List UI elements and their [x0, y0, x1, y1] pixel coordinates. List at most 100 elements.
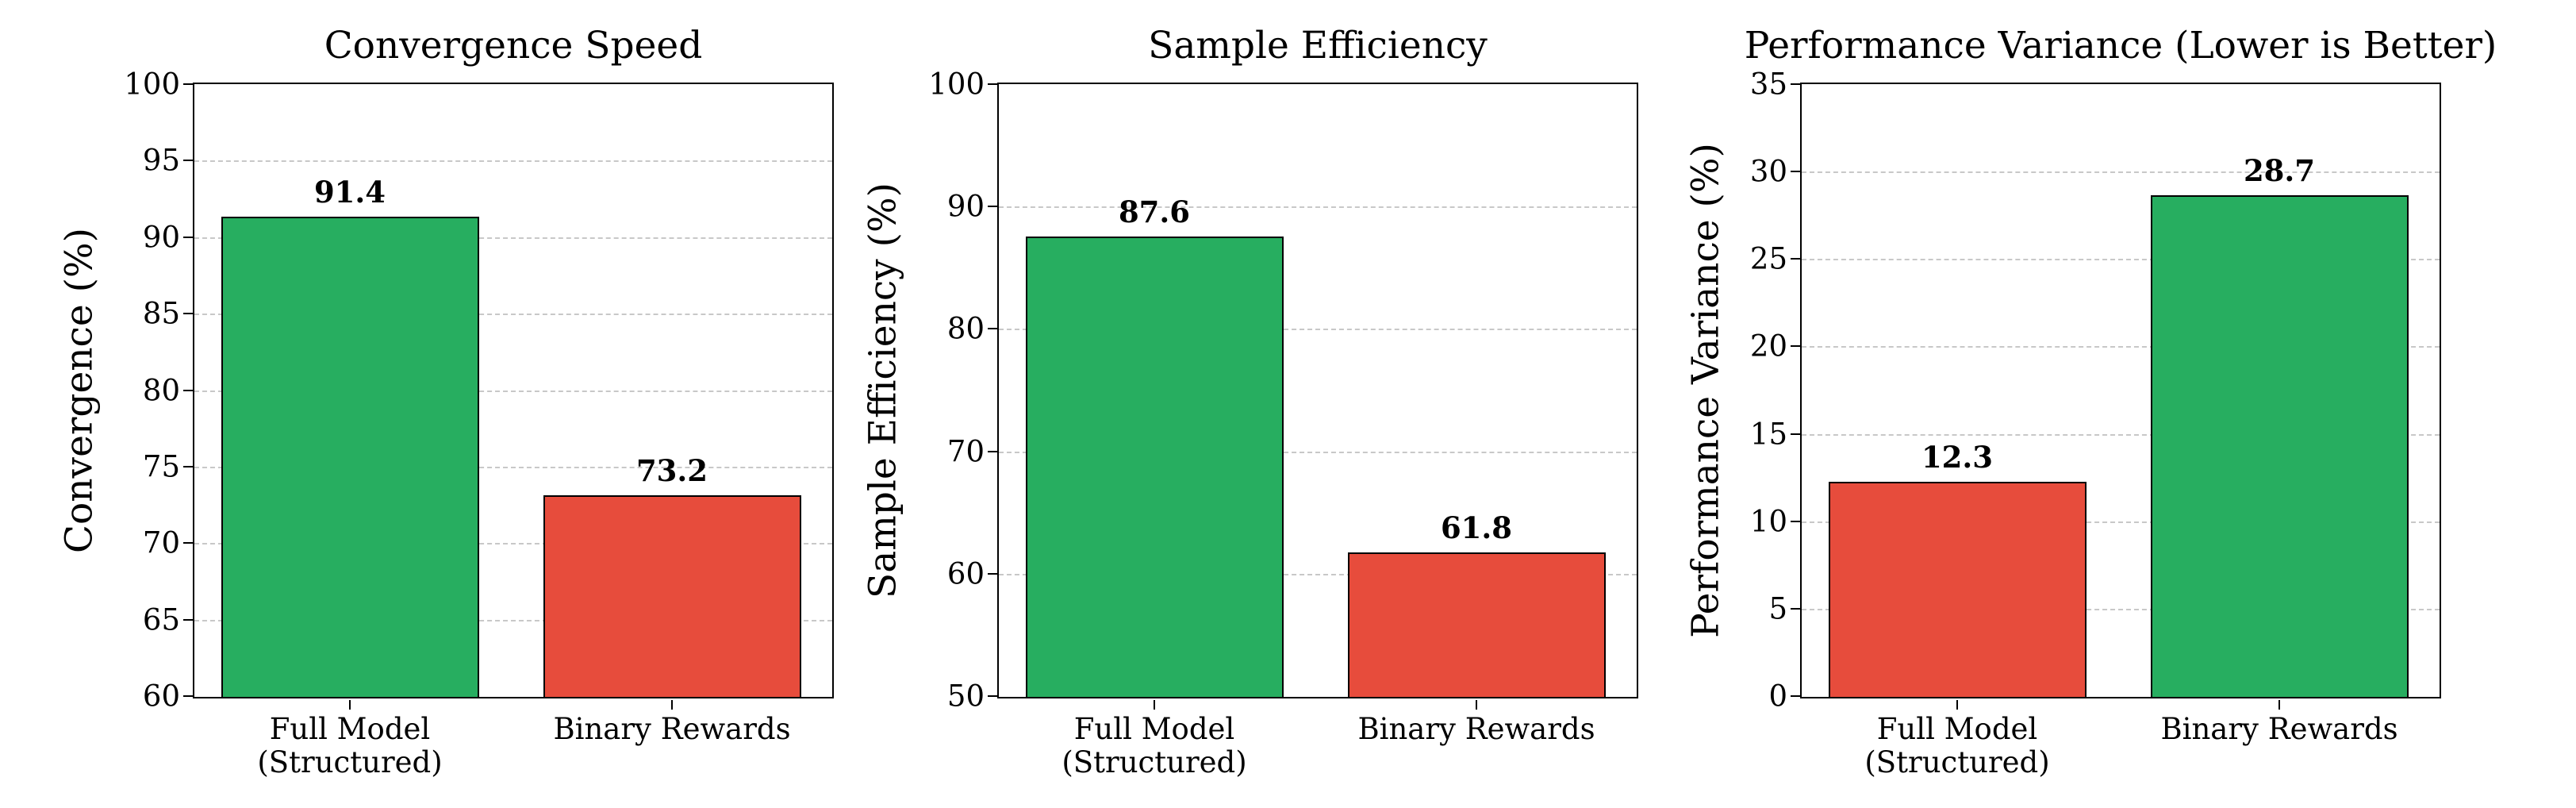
bar-value-label: 91.4 — [313, 174, 386, 210]
y-tick — [183, 695, 193, 697]
gridline — [194, 160, 832, 163]
x-tick-label-line: (Structured) — [1864, 745, 2050, 779]
x-tick — [349, 700, 351, 710]
y-tick-label: 15 — [1749, 417, 1787, 452]
y-tick — [1791, 171, 1800, 173]
gridline — [999, 573, 1637, 575]
y-tick — [988, 328, 997, 330]
y-tick-label: 100 — [124, 67, 180, 102]
x-tick — [1476, 700, 1477, 710]
gridline — [1802, 521, 2440, 523]
gridline — [1802, 433, 2440, 436]
y-tick-label: 65 — [142, 602, 180, 637]
gridline — [1802, 346, 2440, 348]
x-tick — [671, 700, 673, 710]
bar-value-label: 87.6 — [1118, 194, 1191, 230]
gridline — [999, 329, 1637, 331]
gridline — [999, 206, 1637, 209]
bar-full-model — [221, 216, 479, 697]
y-tick-label: 60 — [946, 556, 985, 591]
y-tick-label: 60 — [142, 679, 180, 714]
y-tick-label: 35 — [1749, 67, 1787, 102]
y-tick — [1791, 520, 1800, 522]
y-tick-label: 10 — [1749, 504, 1787, 539]
y-tick — [1791, 83, 1800, 85]
bar-value-label: 61.8 — [1440, 510, 1513, 546]
y-tick — [183, 465, 193, 467]
y-tick-label: 85 — [142, 296, 180, 331]
y-axis-label: Sample Efficiency (%) — [861, 183, 905, 598]
x-tick-label-line: Binary Rewards — [2160, 712, 2398, 746]
chart-title: Convergence Speed — [324, 24, 703, 67]
y-tick — [183, 236, 193, 238]
bar-binary-rewards — [2150, 194, 2409, 697]
y-tick — [988, 572, 997, 575]
y-axis-label: Convergence (%) — [57, 228, 102, 553]
gridline — [999, 451, 1637, 453]
x-tick-label: Full Model (Structured) — [257, 713, 442, 779]
gridline — [194, 543, 832, 545]
y-tick-label: 70 — [946, 434, 985, 469]
y-tick — [183, 618, 193, 621]
x-tick — [2278, 700, 2280, 710]
y-tick-label: 30 — [1749, 154, 1787, 189]
y-tick-label: 50 — [946, 679, 985, 714]
bar-full-model — [1828, 482, 2087, 697]
bar-binary-rewards — [1347, 552, 1606, 697]
x-tick-label: Full Model (Structured) — [1864, 713, 2049, 779]
gridline — [194, 390, 832, 392]
x-tick-label-line: Full Model — [1073, 712, 1235, 746]
x-tick-label-line: Binary Rewards — [553, 712, 791, 746]
chart-title: Sample Efficiency — [1148, 24, 1488, 67]
y-tick-label: 20 — [1749, 329, 1787, 364]
x-tick-label-line: Binary Rewards — [1357, 712, 1595, 746]
y-tick-label: 90 — [946, 189, 985, 224]
x-tick-label: Full Model (Structured) — [1061, 713, 1246, 779]
y-tick-label: 80 — [142, 373, 180, 407]
y-tick — [1791, 433, 1800, 435]
plot-area: 50 60 70 80 90 100 87.6 Full Model (Structured) 6… — [928, 67, 1638, 779]
y-tick-label: 75 — [142, 449, 180, 484]
y-tick-label: 95 — [142, 143, 180, 178]
y-tick — [988, 695, 997, 697]
y-tick — [183, 389, 193, 391]
y-tick — [988, 83, 997, 85]
y-tick — [183, 313, 193, 315]
y-tick-label: 80 — [946, 311, 985, 346]
y-tick — [988, 450, 997, 452]
y-tick-label: 90 — [142, 220, 180, 255]
y-tick — [183, 83, 193, 85]
y-tick-label: 0 — [1768, 679, 1787, 714]
x-tick-label: Binary Rewards — [1357, 713, 1595, 746]
chart-title: Performance Variance (Lower is Better) — [1744, 24, 2497, 67]
y-axis-label: Performance Variance (%) — [1683, 143, 1728, 638]
bar-binary-rewards — [543, 494, 801, 697]
bar-value-label: 12.3 — [1921, 440, 1994, 475]
y-tick — [1791, 695, 1800, 697]
bar-value-label: 28.7 — [2243, 152, 2316, 188]
plot-area: 60 65 70 75 80 85 90 95 100 91.4 Full Model (Struct… — [124, 67, 834, 779]
x-tick-label-line: (Structured) — [1061, 745, 1247, 779]
x-tick — [1154, 700, 1155, 710]
gridline — [194, 619, 832, 621]
x-tick-label: Binary Rewards — [553, 713, 790, 746]
y-tick — [183, 160, 193, 162]
y-tick — [988, 206, 997, 208]
y-tick — [1791, 345, 1800, 348]
y-tick — [183, 542, 193, 544]
y-tick-label: 70 — [142, 525, 180, 560]
y-tick — [1791, 607, 1800, 610]
gridline — [194, 466, 832, 468]
bar-full-model — [1025, 237, 1284, 697]
plot-area: 0 5 10 15 20 25 30 35 12.3 Full Model (Structured)… — [1750, 67, 2441, 779]
gridline — [1802, 259, 2440, 261]
y-tick-label: 25 — [1749, 241, 1787, 276]
x-tick — [1956, 700, 1958, 710]
gridline — [1802, 608, 2440, 610]
y-tick-label: 100 — [928, 67, 985, 102]
gridline — [194, 314, 832, 316]
x-tick-label-line: Full Model — [269, 712, 431, 746]
gridline — [1802, 171, 2440, 174]
x-tick-label-line: (Structured) — [257, 745, 443, 779]
x-tick-label: Binary Rewards — [2160, 713, 2397, 746]
